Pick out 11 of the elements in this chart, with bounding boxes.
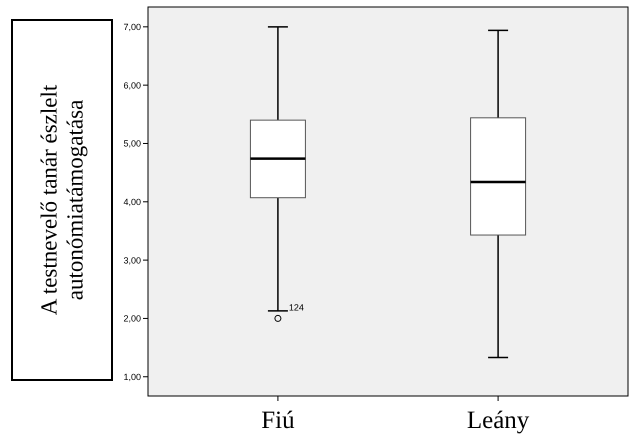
x-tick-label: Fiú	[261, 407, 296, 434]
y-tick-label: 1,00	[123, 372, 141, 382]
annotation: 124	[288, 302, 304, 312]
y-tick-label: 2,00	[123, 314, 141, 324]
y-tick-label: 6,00	[123, 80, 141, 90]
y-tick-label: 7,00	[123, 22, 141, 32]
y-tick-label: 3,00	[123, 255, 141, 266]
y-axis-title: A testnevelő tanár észlelt autonómiatámogatása	[36, 84, 88, 316]
y-tick-label: 5,00	[123, 138, 141, 149]
y-tick-label: 4,00	[123, 196, 141, 207]
x-tick-label: Leány	[466, 407, 530, 434]
